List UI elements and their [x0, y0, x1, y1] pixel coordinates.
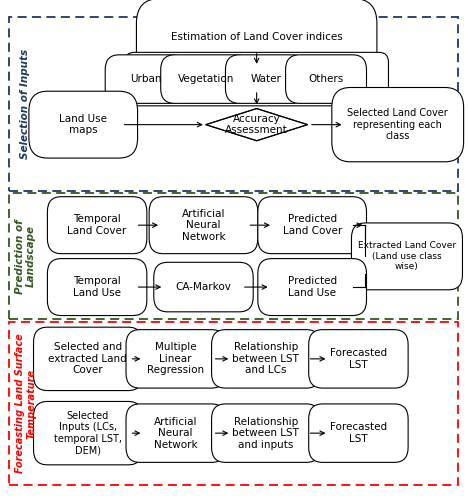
- FancyBboxPatch shape: [309, 404, 408, 462]
- FancyBboxPatch shape: [351, 223, 462, 290]
- FancyBboxPatch shape: [154, 262, 253, 312]
- FancyBboxPatch shape: [285, 55, 366, 104]
- FancyBboxPatch shape: [29, 91, 138, 158]
- Text: Prediction of
Landscape: Prediction of Landscape: [15, 219, 36, 294]
- Text: Artificial
Neural
Network: Artificial Neural Network: [154, 416, 197, 450]
- Polygon shape: [206, 108, 307, 140]
- Text: Forecasted
LST: Forecasted LST: [330, 422, 387, 444]
- FancyBboxPatch shape: [126, 330, 226, 388]
- Text: Forecasted
LST: Forecasted LST: [330, 348, 387, 370]
- Text: Accuracy
Assessment: Accuracy Assessment: [225, 114, 288, 136]
- FancyBboxPatch shape: [105, 55, 186, 104]
- Text: CA-Markov: CA-Markov: [176, 282, 231, 292]
- FancyBboxPatch shape: [47, 258, 147, 316]
- Text: Selected and
extracted Land
Cover: Selected and extracted Land Cover: [49, 342, 127, 376]
- Text: Selected
Inputs (LCs,
temporal LST,
DEM): Selected Inputs (LCs, temporal LST, DEM): [54, 410, 122, 456]
- FancyBboxPatch shape: [34, 327, 142, 390]
- Bar: [9, 322, 458, 485]
- Text: Artificial
Neural
Network: Artificial Neural Network: [182, 208, 225, 242]
- Text: Temporal
Land Use: Temporal Land Use: [73, 276, 121, 298]
- FancyBboxPatch shape: [125, 52, 388, 106]
- FancyBboxPatch shape: [258, 258, 366, 316]
- Text: Selection of Inputs: Selection of Inputs: [21, 49, 30, 159]
- FancyBboxPatch shape: [212, 404, 320, 462]
- FancyBboxPatch shape: [226, 55, 307, 104]
- Bar: [9, 17, 458, 190]
- Text: Others: Others: [308, 74, 344, 84]
- FancyBboxPatch shape: [309, 330, 408, 388]
- FancyBboxPatch shape: [34, 402, 142, 465]
- FancyBboxPatch shape: [161, 55, 251, 104]
- Text: Predicted
Land Use: Predicted Land Use: [288, 276, 336, 298]
- Text: Estimation of Land Cover indices: Estimation of Land Cover indices: [171, 32, 343, 42]
- FancyBboxPatch shape: [258, 196, 366, 254]
- Text: Relationship
between LST
and LCs: Relationship between LST and LCs: [233, 342, 300, 376]
- Text: Extracted Land Cover
(Land use class
wise): Extracted Land Cover (Land use class wis…: [358, 242, 456, 272]
- Text: Multiple
Linear
Regression: Multiple Linear Regression: [147, 342, 205, 376]
- Text: Water: Water: [250, 74, 281, 84]
- Text: Relationship
between LST
and inputs: Relationship between LST and inputs: [233, 416, 300, 450]
- FancyBboxPatch shape: [126, 404, 226, 462]
- FancyBboxPatch shape: [212, 330, 320, 388]
- Text: Predicted
Land Cover: Predicted Land Cover: [283, 214, 342, 236]
- FancyBboxPatch shape: [137, 0, 377, 76]
- Bar: [9, 193, 458, 320]
- Text: Vegetation: Vegetation: [178, 74, 234, 84]
- Text: Urban: Urban: [130, 74, 161, 84]
- FancyBboxPatch shape: [332, 88, 464, 162]
- Text: Selected Land Cover
representing each
class: Selected Land Cover representing each cl…: [347, 108, 448, 141]
- Text: Land Use
maps: Land Use maps: [59, 114, 107, 136]
- FancyBboxPatch shape: [149, 196, 258, 254]
- Text: Forecasting Land Surface
Temperature: Forecasting Land Surface Temperature: [15, 334, 36, 474]
- Text: Temporal
Land Cover: Temporal Land Cover: [67, 214, 127, 236]
- FancyBboxPatch shape: [47, 196, 147, 254]
